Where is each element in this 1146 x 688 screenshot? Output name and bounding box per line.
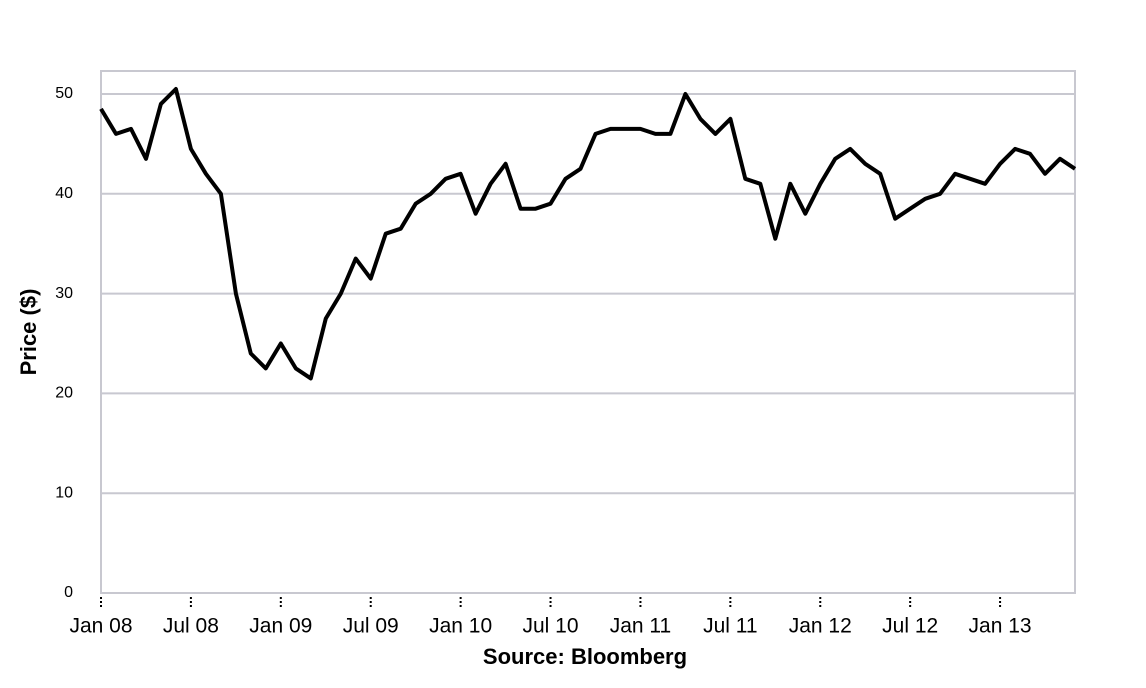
x-axis-label: Source: Bloomberg [483, 644, 687, 669]
x-tick-label: Jan 09 [249, 615, 312, 638]
x-tick-label: Jan 08 [69, 615, 132, 638]
x-tick-label: Jan 12 [789, 615, 852, 638]
x-tick-label: Jul 12 [882, 615, 938, 638]
x-tick-label: Jul 10 [523, 615, 579, 638]
y-tick-label: 10 [55, 484, 73, 501]
x-tick-label: Jan 13 [969, 615, 1032, 638]
x-tick-label: Jan 10 [429, 615, 492, 638]
y-tick-label: 40 [55, 185, 73, 202]
x-tick-label: Jul 08 [163, 615, 219, 638]
price-line [99, 87, 1077, 381]
x-tick-label: Jul 11 [703, 615, 757, 638]
y-tick-label: 0 [64, 584, 73, 601]
x-tick-label: Jul 09 [343, 615, 399, 638]
x-tick-label: Jan 11 [610, 615, 672, 638]
y-axis-label: Price ($) [16, 289, 41, 376]
y-tick-label: 20 [55, 385, 73, 402]
y-tick-label: 30 [55, 285, 73, 302]
y-tick-label: 50 [55, 85, 73, 102]
